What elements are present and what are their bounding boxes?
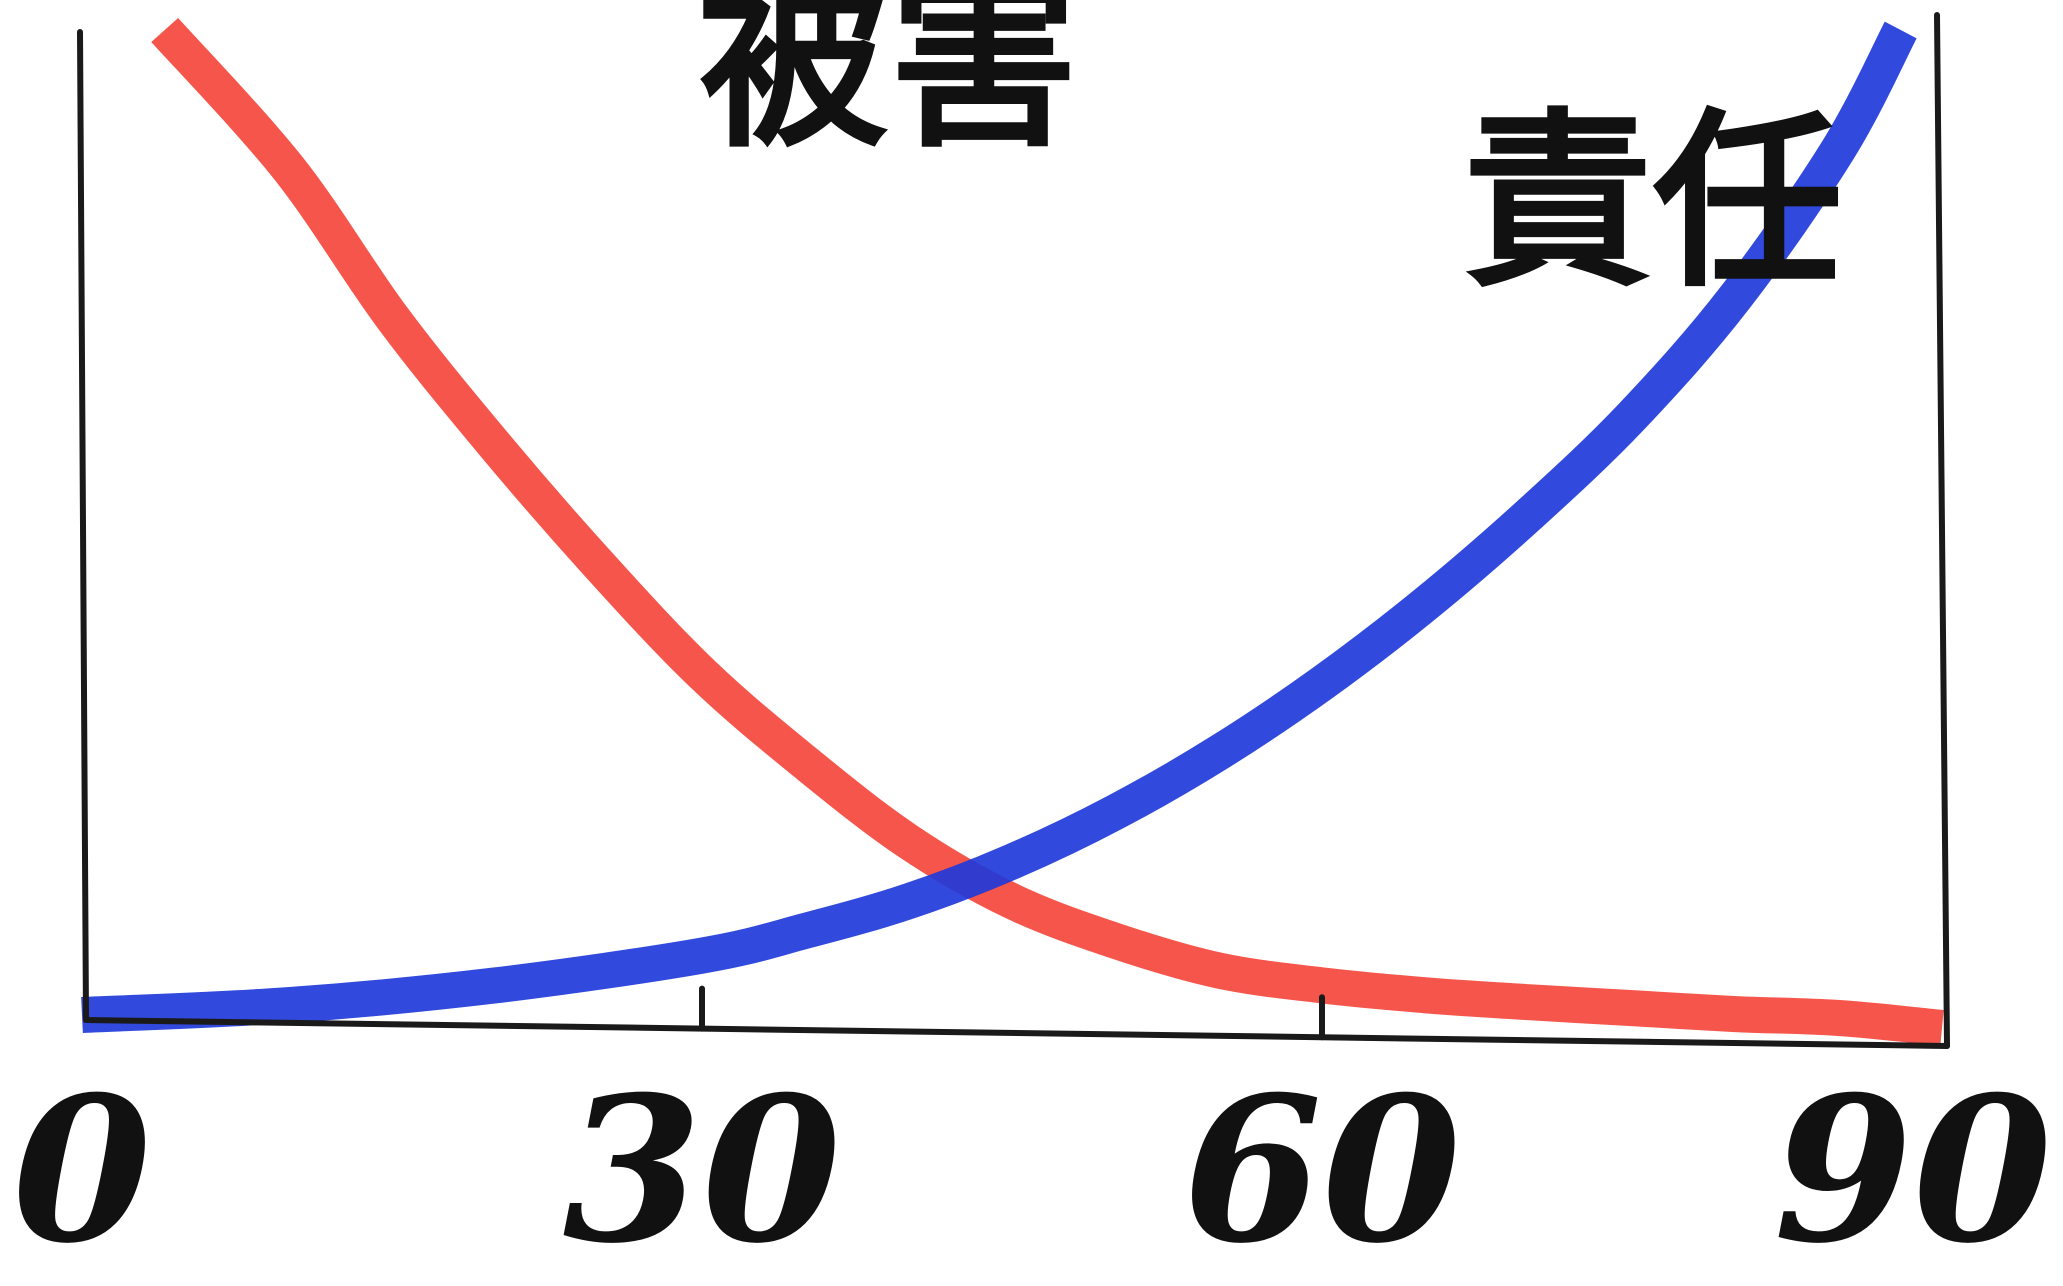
- x-tick-label-90: 90: [1774, 1053, 2052, 1286]
- x-tick-label-30: 30: [563, 1053, 841, 1286]
- series-line-responsibility: [81, 21, 1917, 1033]
- axes-layer: [77, 12, 1950, 1049]
- x-axis-line: [83, 1017, 1950, 1049]
- x-tick-label-60: 60: [1183, 1053, 1461, 1286]
- x-tick-label-0: 0: [12, 1053, 151, 1286]
- y-axis-line: [77, 29, 89, 1023]
- series-layer: [81, 17, 1944, 1046]
- series-line-damage: [151, 17, 1944, 1046]
- right-frame-line: [1934, 12, 1950, 1049]
- series-label-damage: 被害: [699, 0, 1079, 174]
- series-label-responsibility: 責任: [1463, 92, 1843, 313]
